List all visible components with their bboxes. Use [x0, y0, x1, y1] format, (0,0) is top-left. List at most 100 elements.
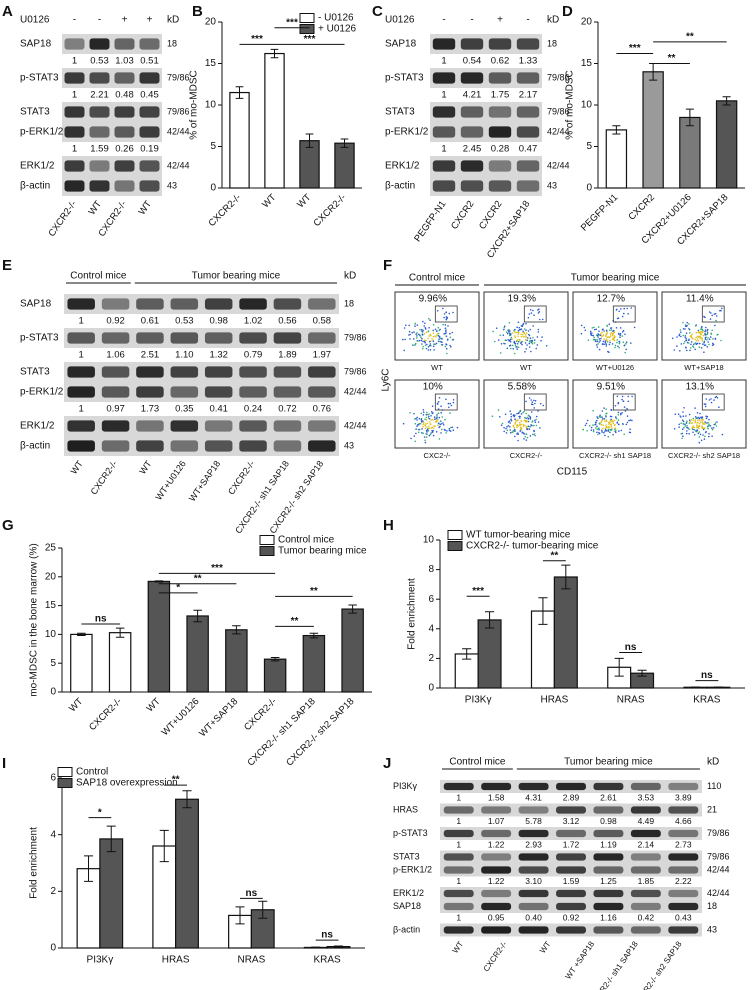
- flow-event: [500, 424, 503, 427]
- blot-band: [64, 72, 85, 84]
- flow-event: [700, 421, 702, 423]
- flow-event: [710, 401, 713, 404]
- flow-event: [703, 438, 706, 440]
- lane-label: WT+U0126: [153, 459, 187, 502]
- flow-event: [503, 325, 506, 328]
- bar: [99, 838, 124, 949]
- protein-name: SAP18: [20, 299, 52, 310]
- blot-band: [114, 126, 135, 138]
- flow-event: [591, 332, 593, 334]
- y-tick-label: 10: [45, 629, 57, 640]
- kd-label: 79/86: [344, 366, 367, 376]
- flow-event: [619, 327, 622, 329]
- flow-event: [451, 426, 454, 429]
- flow-event: [524, 424, 526, 427]
- flow-event: [510, 336, 513, 339]
- flow-event: [702, 329, 704, 332]
- flow-event: [685, 432, 688, 435]
- flow-event: [708, 424, 711, 427]
- flow-event: [442, 323, 444, 326]
- flow-event: [524, 351, 526, 353]
- error-bar: [348, 604, 357, 614]
- flow-event: [698, 441, 701, 444]
- flow-event: [608, 351, 610, 354]
- blot-band: [488, 72, 512, 84]
- flow-event: [511, 332, 514, 334]
- flow-event: [448, 312, 451, 315]
- flow-event: [622, 423, 624, 426]
- x-tick-label: HRAS: [540, 695, 568, 706]
- flow-event: [429, 333, 432, 336]
- flow-event: [439, 423, 442, 426]
- flow-event: [506, 332, 509, 335]
- flow-event: [509, 422, 512, 424]
- flow-event: [431, 405, 434, 408]
- flow-event: [624, 351, 626, 354]
- blot-band: [516, 106, 540, 118]
- flow-event: [437, 408, 440, 410]
- flow-event: [449, 402, 452, 405]
- flow-event: [539, 318, 541, 321]
- flow-event: [439, 337, 442, 340]
- error-bar: [311, 946, 321, 949]
- flow-event: [523, 438, 525, 440]
- blot-band: [593, 889, 624, 898]
- protein-name: STAT3: [393, 851, 420, 861]
- flow-event: [703, 351, 705, 354]
- flow-event: [436, 419, 439, 421]
- flow-event: [537, 421, 540, 423]
- kd-label: 42/44: [707, 888, 730, 898]
- flow-event: [440, 337, 443, 340]
- flow-event: [449, 336, 452, 339]
- flow-event: [519, 328, 522, 331]
- flow-event: [533, 424, 535, 427]
- flow-event: [516, 343, 519, 345]
- quantification: 0.97: [106, 404, 125, 415]
- flow-event: [699, 419, 701, 422]
- flow-event: [539, 427, 541, 429]
- kd-unit: kD: [707, 757, 719, 768]
- kd-label: 43: [167, 180, 177, 190]
- flow-event: [528, 397, 531, 399]
- flow-event: [513, 426, 516, 429]
- flow-event: [682, 321, 684, 324]
- flow-event: [421, 337, 423, 340]
- flow-event: [520, 413, 523, 415]
- flow-event: [695, 324, 697, 326]
- flow-event: [611, 334, 614, 337]
- quantification: 0.58: [313, 316, 332, 327]
- flow-event: [702, 418, 704, 421]
- flow-event: [688, 419, 691, 422]
- lane-label: WT: [451, 940, 466, 955]
- error-bar: [309, 632, 319, 639]
- x-tick-label: CXCR2-/-: [242, 696, 279, 733]
- flow-event: [686, 321, 688, 324]
- flow-event: [403, 327, 406, 329]
- flow-event: [696, 417, 698, 420]
- flow-event: [443, 313, 446, 315]
- blot-background: [62, 122, 162, 142]
- flow-event: [519, 417, 521, 419]
- quantification: 1.16: [600, 913, 617, 923]
- flow-event: [627, 400, 630, 403]
- flow-event: [443, 333, 445, 335]
- bar: [341, 608, 364, 693]
- plot-label: CXCR2-/-: [510, 451, 543, 460]
- flow-event: [447, 402, 450, 405]
- flow-event: [698, 342, 701, 345]
- flow-event: [696, 425, 698, 428]
- flow-event: [529, 337, 532, 340]
- flow-event: [532, 325, 534, 327]
- significance-label: ***: [251, 34, 263, 45]
- flow-event: [618, 430, 620, 432]
- flow-event: [620, 429, 623, 432]
- flow-event: [588, 424, 591, 427]
- flow-event: [445, 311, 447, 314]
- blot-band: [89, 72, 110, 84]
- flow-event: [428, 425, 430, 428]
- flow-event: [428, 415, 430, 418]
- blot-band: [114, 72, 135, 84]
- quantification: 1.73: [141, 404, 160, 415]
- bar: [715, 100, 738, 189]
- flow-event: [695, 340, 698, 342]
